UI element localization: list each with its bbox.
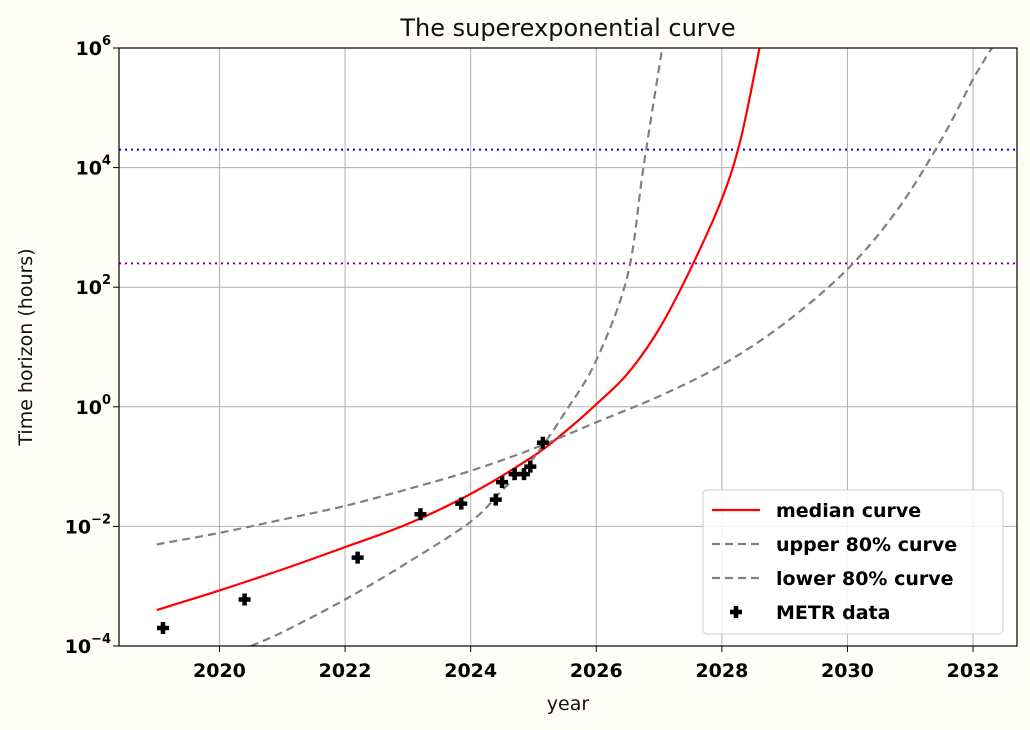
metr-data-point	[414, 508, 427, 521]
y-tick-label: 102	[76, 273, 112, 299]
y-tick-label: 10−2	[65, 512, 111, 538]
legend-label-median-curve: median curve	[776, 500, 921, 522]
metr-data-point	[351, 551, 364, 564]
legend-label-upper-80-curve: upper 80% curve	[776, 534, 957, 556]
scatter-points	[156, 436, 549, 634]
y-tick-label: 104	[76, 154, 112, 180]
metr-data-point	[238, 593, 251, 606]
legend-box	[702, 489, 1004, 635]
x-tick-label: 2028	[695, 660, 748, 682]
y-axis-label: Time horizon (hours)	[15, 248, 37, 446]
series-line-median-curve	[156, 48, 761, 612]
series-lines	[156, 48, 993, 646]
x-tick-label: 2030	[821, 660, 874, 682]
metr-data-point	[455, 497, 468, 510]
legend-swatch-metr-data	[730, 606, 742, 618]
legend: median curve upper 80% curve lower 80% cur…	[702, 489, 1004, 635]
x-axis-label: year	[547, 693, 590, 715]
metr-data-point	[156, 621, 169, 634]
series-line-upper-80-curve	[250, 48, 664, 646]
y-tick-label: 106	[76, 34, 112, 60]
y-tick-label: 100	[76, 393, 112, 419]
x-tick-label: 2020	[193, 660, 246, 682]
legend-entries: median curve upper 80% curve lower 80% cur…	[712, 500, 957, 624]
legend-label-lower-80-curve: lower 80% curve	[776, 568, 954, 590]
metr-data-point	[524, 460, 537, 473]
plot-frame	[118, 47, 1018, 647]
chart-title: The superexponential curve	[399, 14, 735, 42]
y-axis-ticks: 10−4 10−2 100 102 104 106	[65, 34, 119, 658]
series-line-lower-80-curve	[156, 48, 993, 546]
x-tick-label: 2024	[444, 660, 497, 682]
metr-data-point	[536, 436, 549, 449]
metr-data-point	[489, 493, 502, 506]
metr-data-point	[496, 476, 509, 489]
x-axis-ticks: 2020 2022 2024 2026 2028 2030 2032	[193, 646, 999, 682]
x-tick-label: 2022	[319, 660, 372, 682]
x-tick-label: 2026	[570, 660, 623, 682]
legend-label-metr-data: METR data	[776, 602, 890, 624]
x-tick-label: 2032	[947, 660, 1000, 682]
y-tick-label: 10−4	[65, 632, 111, 658]
metr-data-point	[518, 468, 531, 481]
